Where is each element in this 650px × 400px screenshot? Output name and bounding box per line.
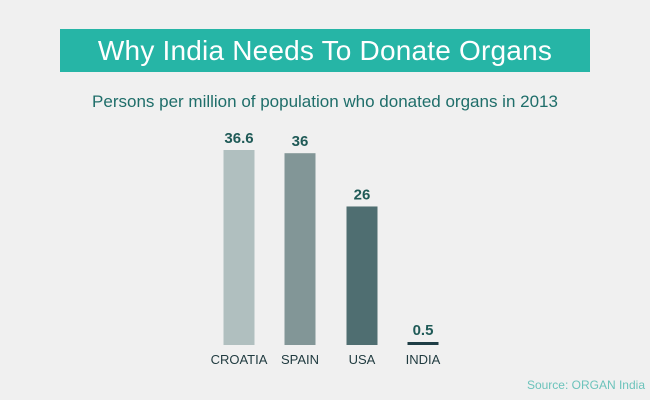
category-label-india: INDIA [406, 352, 441, 367]
title-banner: Why India Needs To Donate Organs [60, 29, 590, 72]
source-note: Source: ORGAN India [526, 378, 645, 392]
bar-spain [284, 153, 316, 345]
chart-title: Why India Needs To Donate Organs [97, 34, 553, 66]
value-label-spain: 36 [292, 133, 309, 150]
value-label-usa: 26 [354, 186, 371, 203]
category-label-croatia: CROATIA [211, 352, 268, 367]
bar-india [407, 342, 439, 345]
value-label-india: 0.5 [413, 322, 434, 339]
chart-subtitle: Persons per million of population who do… [92, 92, 558, 111]
category-label-usa: USA [349, 352, 376, 367]
bar-usa [346, 206, 378, 345]
bar-croatia [223, 150, 255, 345]
value-label-croatia: 36.6 [224, 130, 253, 147]
bars-group: 36.6 CROATIA 36 SPAIN 26 USA 0.5 INDIA [211, 130, 441, 367]
category-label-spain: SPAIN [281, 352, 319, 367]
